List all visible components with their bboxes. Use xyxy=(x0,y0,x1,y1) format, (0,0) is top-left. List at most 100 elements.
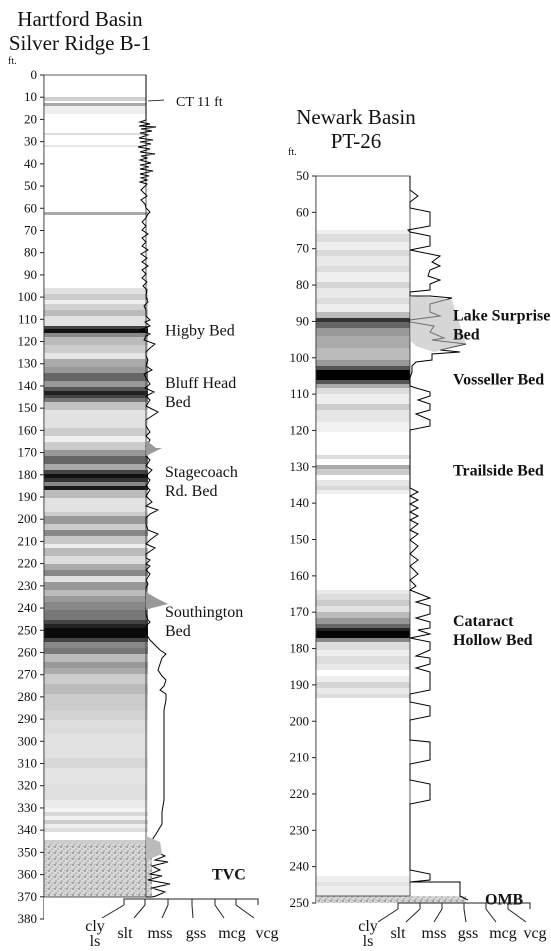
right-depth-tick-label: 120 xyxy=(290,422,310,437)
left-depth-tick-label: 190 xyxy=(18,489,38,504)
left-bed-label: Bed xyxy=(165,394,191,411)
left-depth-ticks: 0 10 20 30 40 50 60 70 80 90 100 110 120 130 140 150 160… xyxy=(18,67,44,926)
right-bed-label: OMB xyxy=(485,891,524,908)
left-grain-mss: mss xyxy=(148,925,173,942)
right-bed-labels: Lake Surprise Bed Vosseller Bed Trailside B… xyxy=(453,308,550,909)
left-depth-tick-label: 110 xyxy=(18,311,37,326)
left-depth-tick-label: 90 xyxy=(24,267,37,282)
left-bed-label: Higby Bed xyxy=(165,322,235,339)
left-depth-tick-label: 130 xyxy=(18,356,38,371)
right-grain-cly: cly xyxy=(358,918,378,935)
left-depth-tick-label: 160 xyxy=(18,422,38,437)
left-depth-tick-label: 150 xyxy=(18,400,38,415)
right-depth-tick-label: 150 xyxy=(290,532,310,547)
right-title-line1: Newark Basin xyxy=(296,105,416,129)
left-depth-tick-label: 80 xyxy=(24,245,37,260)
right-depth-tick-label: 190 xyxy=(290,677,310,692)
left-grain-size-log xyxy=(137,75,171,898)
left-grain-ls: ls xyxy=(90,933,101,950)
right-core-outline xyxy=(315,175,411,897)
left-depth-tick-label: 320 xyxy=(18,778,38,793)
left-bed-label: Bluff Head xyxy=(165,375,236,392)
left-depth-tick-label: 310 xyxy=(18,756,38,771)
left-depth-tick-label: 10 xyxy=(24,89,37,104)
right-depth-tick-label: 160 xyxy=(290,568,310,583)
left-depth-tick-label: 380 xyxy=(18,911,38,926)
left-depth-tick-label: 60 xyxy=(24,200,37,215)
right-depth-tick-label: 90 xyxy=(296,313,309,328)
right-depth-tick-label: 200 xyxy=(290,713,310,728)
right-title-line2: PT-26 xyxy=(331,129,382,153)
left-log-fill-3 xyxy=(146,836,162,860)
right-depth-tick-label: 220 xyxy=(290,786,310,801)
right-depth-tick-label: 50 xyxy=(296,168,309,183)
left-bed-label: Bed xyxy=(165,623,191,640)
right-depth-tick-label: 130 xyxy=(290,459,310,474)
left-title-line1: Hartford Basin xyxy=(17,7,143,31)
left-depth-tick-label: 350 xyxy=(18,844,38,859)
right-grain-size-axis xyxy=(377,902,531,923)
left-bed-label: TVC xyxy=(212,867,246,884)
right-depth-tick-label: 170 xyxy=(290,604,310,619)
right-depth-tick-label: 80 xyxy=(296,277,309,292)
left-depth-tick-label: 210 xyxy=(18,533,38,548)
right-grain-ls: ls xyxy=(363,933,374,950)
right-bed-label: Cataract xyxy=(453,613,514,630)
left-depth-tick-label: 100 xyxy=(18,289,38,304)
right-depth-tick-label: 70 xyxy=(296,241,309,256)
right-grain-gss: gss xyxy=(458,925,478,942)
left-depth-tick-label: 180 xyxy=(18,467,38,482)
left-depth-tick-label: 230 xyxy=(18,578,38,593)
left-log-fill-2 xyxy=(146,592,168,610)
left-bed-labels: Higby Bed Bluff Head Bed Stagecoach Rd. Bed S… xyxy=(165,322,246,883)
left-depth-tick-label: 290 xyxy=(18,711,38,726)
left-grain-cly: cly xyxy=(85,918,105,935)
left-depth-tick-label: 240 xyxy=(18,600,38,615)
right-grain-size-log xyxy=(406,176,469,901)
core-top-leader xyxy=(147,99,165,102)
right-unit-label: ft. xyxy=(288,147,297,158)
left-depth-tick-label: 370 xyxy=(18,889,38,904)
left-depth-tick-label: 270 xyxy=(18,667,38,682)
right-depth-ticks: 50 60 70 80 90 100 110 120 130 140 150 160 170 180 190… xyxy=(290,168,316,910)
left-grain-size-axis xyxy=(101,898,259,919)
left-depth-tick-label: 20 xyxy=(24,111,37,126)
right-grain-slt: slt xyxy=(390,925,406,942)
left-depth-tick-label: 70 xyxy=(24,222,37,237)
left-depth-tick-label: 340 xyxy=(18,822,38,837)
left-depth-tick-label: 330 xyxy=(18,800,38,815)
left-log-fill-1 xyxy=(146,440,162,456)
left-unit-label: ft. xyxy=(8,56,17,67)
right-bed-label: Hollow Bed xyxy=(453,632,533,649)
right-bed-label: Bed xyxy=(453,327,480,344)
right-depth-tick-label: 250 xyxy=(290,895,310,910)
left-grain-slt: slt xyxy=(117,925,133,942)
left-depth-tick-label: 250 xyxy=(18,622,38,637)
left-depth-tick-label: 170 xyxy=(18,445,38,460)
left-depth-tick-label: 120 xyxy=(18,334,38,349)
left-depth-tick-label: 260 xyxy=(18,644,38,659)
right-bed-label: Vosseller Bed xyxy=(453,372,544,389)
right-grain-mcg: mcg xyxy=(489,925,517,942)
left-depth-tick-label: 220 xyxy=(18,556,38,571)
right-depth-tick-label: 210 xyxy=(290,750,310,765)
right-bed-label: Trailside Bed xyxy=(453,462,544,479)
right-depth-tick-label: 180 xyxy=(290,641,310,656)
right-depth-tick-label: 140 xyxy=(290,495,310,510)
right-grain-vcg: vcg xyxy=(523,925,546,942)
left-depth-tick-label: 360 xyxy=(18,867,38,882)
left-column-title: Hartford Basin Silver Ridge B-1 xyxy=(9,7,151,55)
right-log-fill-1 xyxy=(410,296,466,352)
right-depth-tick-label: 240 xyxy=(290,859,310,874)
right-grain-size-labels: cly ls slt mss gss mcg vcg xyxy=(358,918,546,950)
left-grain-size-labels: cly ls slt mss gss mcg vcg xyxy=(85,918,278,950)
right-core-column xyxy=(316,176,466,903)
left-title-line2: Silver Ridge B-1 xyxy=(9,31,151,55)
left-grain-mcg: mcg xyxy=(218,925,246,942)
left-depth-tick-label: 300 xyxy=(18,733,38,748)
left-depth-tick-label: 0 xyxy=(31,67,38,82)
left-depth-tick-label: 280 xyxy=(18,689,38,704)
left-bed-label: Stagecoach xyxy=(165,464,238,481)
right-grain-mss: mss xyxy=(422,925,447,942)
